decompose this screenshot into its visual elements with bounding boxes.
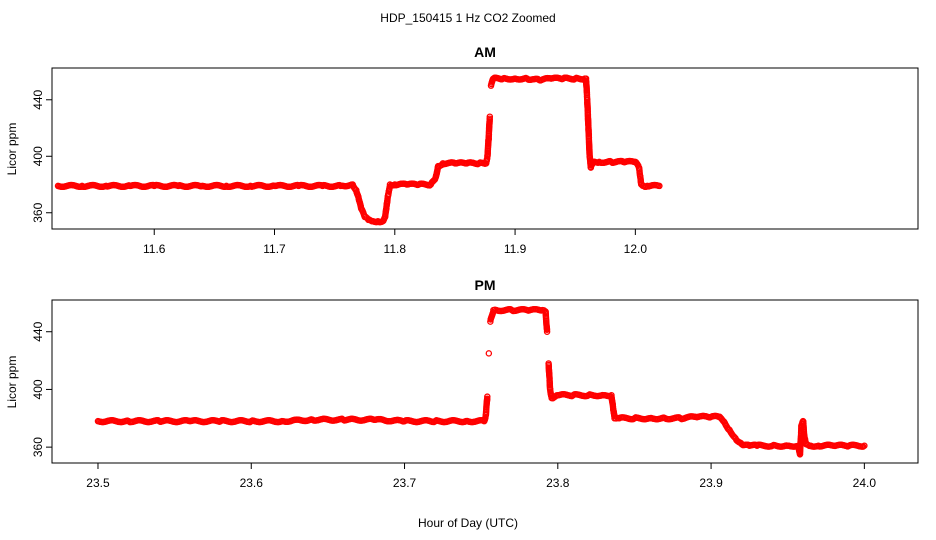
x-tick-label: 23.5 — [86, 476, 110, 490]
x-tick-label: 11.7 — [263, 242, 286, 256]
data-point — [485, 350, 493, 357]
y-axis-label-am: Licor ppm — [5, 123, 19, 176]
y-tick-label: 440 — [31, 321, 45, 341]
plot-frame-pm — [51, 299, 919, 464]
x-tick-label: 24.0 — [853, 476, 877, 490]
x-tick-label: 23.9 — [699, 476, 723, 490]
x-tick-label: 23.8 — [546, 476, 570, 490]
x-axis-label: Hour of Day (UTC) — [418, 516, 518, 530]
data-point — [859, 443, 867, 450]
y-axis-label-pm: Licor ppm — [5, 356, 19, 409]
x-tick-label: 23.7 — [393, 476, 417, 490]
x-tick-label: 23.6 — [240, 476, 264, 490]
y-tick-label: 400 — [31, 146, 45, 166]
panel-title-pm: PM — [475, 277, 496, 293]
data-point — [730, 432, 737, 440]
y-tick-label: 360 — [31, 437, 45, 457]
axis-ticks-am: 11.6 11.7 11.8 11.9 12.0 360 400 440 — [31, 89, 647, 256]
data-point — [483, 395, 491, 402]
x-tick-label: 11.9 — [504, 242, 527, 256]
y-tick-label: 440 — [31, 89, 45, 109]
y-tick-label: 400 — [31, 379, 45, 399]
panel-am: AM Licor ppm 11.6 11.7 11.8 11.9 12.0 360 400 4… — [5, 44, 919, 256]
x-tick-label: 11.8 — [384, 242, 407, 256]
plot-frame-am — [51, 67, 919, 230]
data-point — [654, 182, 662, 189]
data-points-am — [54, 74, 663, 226]
x-tick-label: 11.6 — [143, 242, 166, 256]
panel-title-am: AM — [474, 44, 496, 60]
panel-pm: PM Licor ppm 23.5 23.6 23.7 23.8 23.9 24.0 360… — [5, 277, 919, 490]
data-points-pm — [94, 305, 868, 458]
figure-title: HDP_150415 1 Hz CO2 Zoomed — [380, 11, 555, 25]
y-tick-label: 360 — [31, 202, 45, 222]
axis-ticks-pm: 23.5 23.6 23.7 23.8 23.9 24.0 360 400 440 — [31, 321, 876, 490]
data-point — [543, 326, 551, 333]
x-tick-label: 12.0 — [624, 242, 648, 256]
data-point — [486, 115, 493, 122]
